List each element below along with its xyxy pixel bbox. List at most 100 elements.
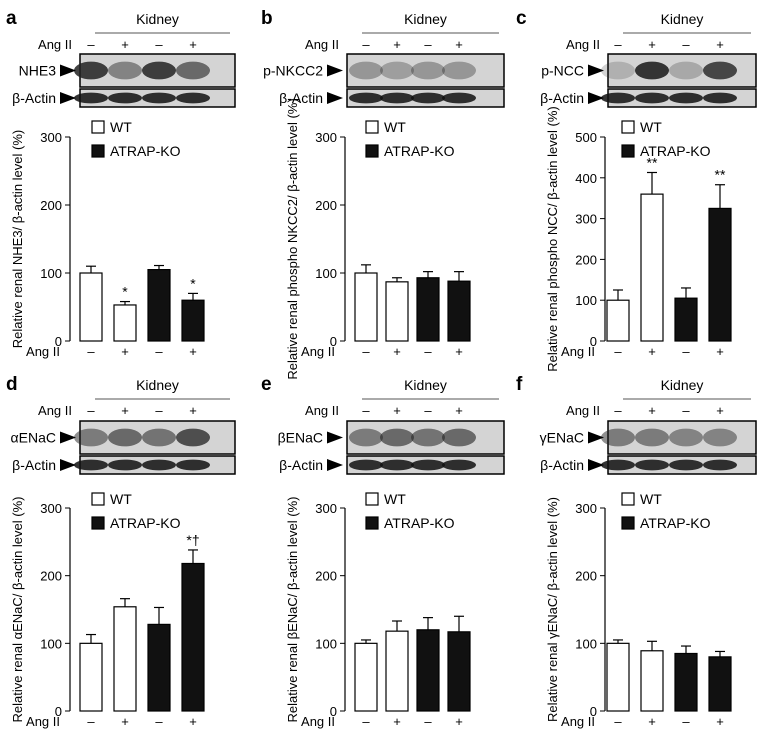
- significance-marker: **: [715, 167, 726, 183]
- bar: [447, 280, 471, 342]
- arrowhead-icon: [327, 92, 343, 104]
- blot-band: [176, 61, 210, 80]
- bar: [674, 297, 698, 342]
- x-tick-label: –: [362, 344, 370, 359]
- x-tick-label: +: [189, 344, 197, 359]
- bar: [147, 269, 171, 342]
- treatment-sign: +: [393, 37, 401, 52]
- y-tick-label: 0: [330, 704, 337, 719]
- significance-marker: **: [647, 154, 658, 170]
- legend-swatch-wt: [365, 492, 379, 506]
- x-tick-label: +: [455, 714, 463, 729]
- panel-letter: d: [6, 374, 18, 395]
- actin-band: [703, 92, 737, 104]
- actin-band: [635, 459, 669, 471]
- blot-band: [176, 428, 210, 447]
- x-tick-label: –: [682, 714, 690, 729]
- bar: [354, 642, 378, 712]
- actin-band: [108, 92, 142, 104]
- treatment-sign: –: [614, 37, 622, 52]
- treatment-sign: –: [87, 403, 95, 418]
- y-tick-label: 200: [575, 252, 597, 267]
- arrowhead-icon: [588, 64, 604, 77]
- blot-band: [669, 428, 703, 447]
- bar: [708, 207, 732, 342]
- significance-marker: *: [122, 284, 128, 300]
- x-tick-label: +: [648, 344, 656, 359]
- y-tick-label: 100: [40, 266, 62, 281]
- actin-band: [349, 459, 383, 471]
- legend-swatch-wt: [91, 492, 105, 506]
- legend-swatch-wt: [365, 120, 379, 134]
- y-tick-label: 100: [315, 266, 337, 281]
- actin-band: [669, 459, 703, 471]
- treatment-sign: –: [614, 403, 622, 418]
- treatment-sign: +: [648, 403, 656, 418]
- actin-band: [703, 459, 737, 471]
- actin-band: [442, 459, 476, 471]
- y-tick-label: 0: [590, 334, 597, 349]
- treatment-sign: +: [455, 403, 463, 418]
- actin-band: [669, 92, 703, 104]
- panel-letter: e: [261, 374, 272, 395]
- treatment-sign: –: [362, 403, 370, 418]
- y-tick-label: 200: [575, 569, 597, 584]
- protein-label: p-NKCC2: [263, 63, 323, 79]
- blot-band: [142, 61, 176, 80]
- y-tick-label: 200: [315, 198, 337, 213]
- x-tick-label: –: [87, 344, 95, 359]
- treatment-sign: –: [87, 37, 95, 52]
- actin-band: [176, 92, 210, 104]
- y-tick-label: 200: [40, 569, 62, 584]
- panel-letter: c: [516, 8, 527, 29]
- blot-band: [380, 61, 414, 80]
- blot-band: [669, 61, 703, 80]
- treatment-label: Ang II: [305, 37, 339, 52]
- panel-letter: f: [516, 374, 523, 395]
- treatment-sign: +: [716, 403, 724, 418]
- actin-band: [74, 459, 108, 471]
- protein-label: αENaC: [11, 430, 56, 446]
- arrowhead-icon: [588, 431, 604, 444]
- arrowhead-icon: [327, 459, 343, 471]
- arrowhead-icon: [327, 431, 343, 444]
- x-tick-label: –: [682, 344, 690, 359]
- bar: [416, 277, 440, 342]
- legend-label-ko: ATRAP-KO: [384, 515, 455, 531]
- actin-band: [74, 92, 108, 104]
- legend-label-ko: ATRAP-KO: [384, 143, 455, 159]
- x-tick-label: +: [648, 714, 656, 729]
- loading-control-label: β-Actin: [540, 457, 584, 473]
- blot-band: [601, 428, 635, 447]
- x-tick-label: +: [716, 714, 724, 729]
- treatment-sign: +: [121, 37, 129, 52]
- blot-band: [108, 428, 142, 447]
- legend-swatch-ko: [621, 516, 635, 530]
- tissue-label: Kidney: [136, 377, 179, 393]
- y-tick-label: 300: [40, 130, 62, 145]
- y-tick-label: 200: [315, 569, 337, 584]
- blot-band: [142, 428, 176, 447]
- blot-panel: [346, 53, 505, 88]
- x-axis-label: Ang II: [26, 714, 60, 729]
- bar: [640, 650, 664, 712]
- legend-label-ko: ATRAP-KO: [640, 515, 711, 531]
- protein-label: NHE3: [19, 63, 57, 79]
- treatment-sign: –: [682, 37, 690, 52]
- tissue-label: Kidney: [661, 377, 704, 393]
- loading-control-label: β-Actin: [12, 457, 56, 473]
- blot-band: [442, 61, 476, 80]
- legend-label-wt: WT: [384, 491, 406, 507]
- actin-band: [349, 92, 383, 104]
- arrowhead-icon: [60, 431, 76, 444]
- panel-e: e Kidney Ang II – + – + βENaC β-Actin 0 100 200 300 R…: [261, 374, 505, 729]
- legend-label-ko: ATRAP-KO: [110, 143, 181, 159]
- blot-band: [380, 428, 414, 447]
- blot-band: [601, 61, 635, 80]
- blot-band: [349, 61, 383, 80]
- legend-swatch-ko: [91, 516, 105, 530]
- y-tick-label: 100: [575, 293, 597, 308]
- loading-control-label: β-Actin: [279, 457, 323, 473]
- y-axis-label: Relative renal phospho NKCC2/ β-actin le…: [285, 98, 300, 379]
